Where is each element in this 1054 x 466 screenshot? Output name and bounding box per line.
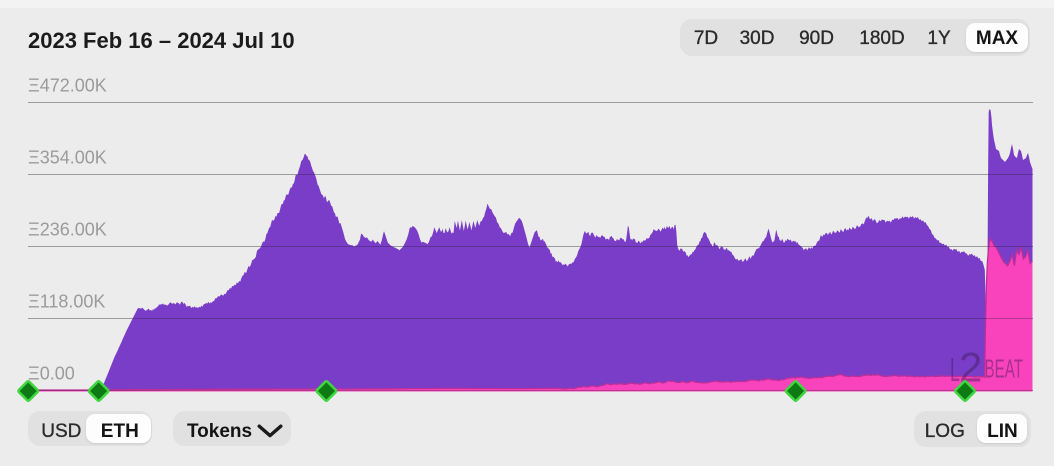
svg-text:Ξ354.00K: Ξ354.00K <box>28 148 107 168</box>
svg-text:2: 2 <box>959 344 982 391</box>
svg-text:Ξ472.00K: Ξ472.00K <box>28 76 107 96</box>
svg-text:L: L <box>950 351 960 388</box>
svg-text:Ξ118.00K: Ξ118.00K <box>28 292 105 312</box>
svg-text:BEAT: BEAT <box>985 354 1024 384</box>
svg-text:Ξ236.00K: Ξ236.00K <box>28 220 107 240</box>
svg-text:Ξ0.00: Ξ0.00 <box>28 364 75 384</box>
